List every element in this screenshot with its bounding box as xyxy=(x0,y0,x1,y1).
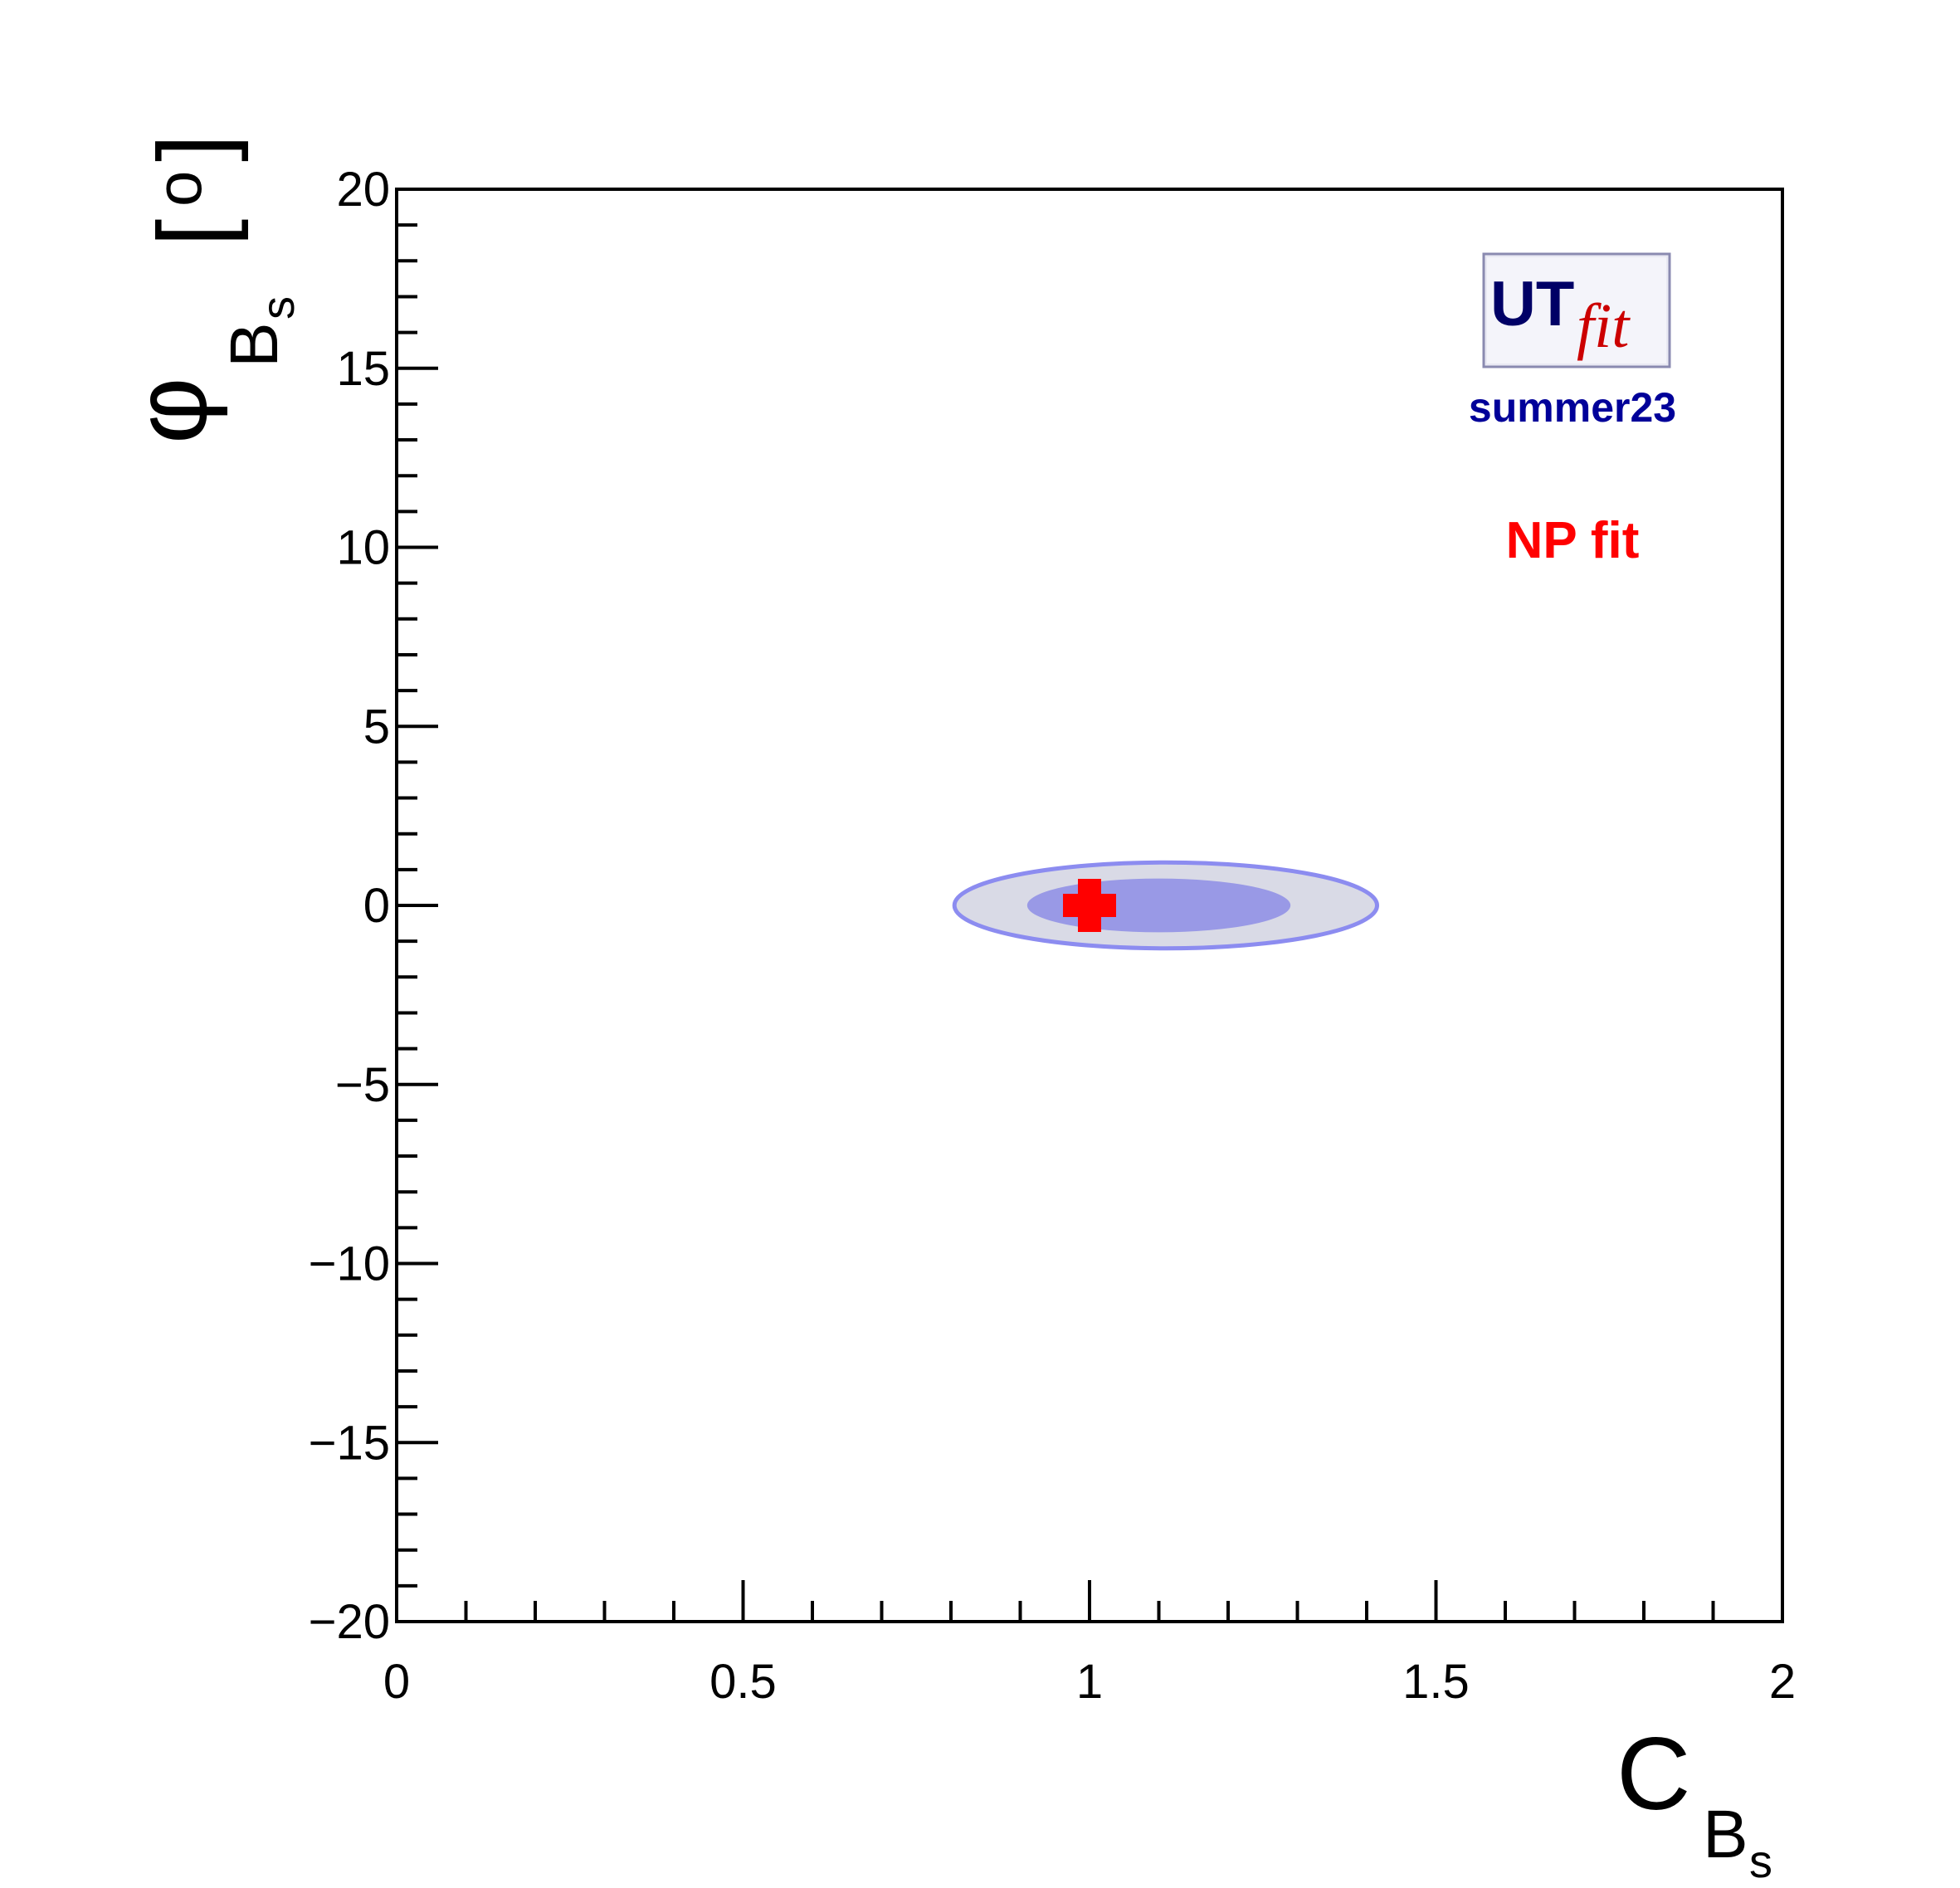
y-axis-title-bracket-open: [ xyxy=(138,219,249,246)
y-axis-title-bracket-close: ] xyxy=(138,134,249,162)
y-axis-title-sub: B xyxy=(217,322,292,368)
y-tick-label: 0 xyxy=(363,879,390,933)
x-axis-title: C B s xyxy=(1616,1717,1772,1887)
x-axis-ticks xyxy=(395,1580,1784,1622)
y-tick-label: −10 xyxy=(309,1237,390,1291)
x-tick-label: 0.5 xyxy=(709,1655,777,1709)
logo-ut-text: UT xyxy=(1490,269,1574,339)
y-tick-label: 15 xyxy=(336,342,390,396)
y-axis-ticks xyxy=(397,188,438,1623)
y-axis-title: φ B s [ o ] xyxy=(114,134,304,444)
confidence-regions xyxy=(952,860,1380,951)
x-tick-label: 0 xyxy=(383,1655,410,1709)
y-axis-title-main: φ xyxy=(114,378,228,444)
x-tick-label: 1.5 xyxy=(1402,1655,1470,1709)
x-tick-label: 1 xyxy=(1076,1655,1103,1709)
x-tick-label: 2 xyxy=(1769,1655,1796,1709)
x-axis-title-subsub: s xyxy=(1749,1835,1772,1887)
y-tick-label: −15 xyxy=(309,1416,390,1470)
x-axis-title-sub: B xyxy=(1703,1797,1748,1872)
x-axis-title-main: C xyxy=(1616,1717,1691,1832)
y-axis-tick-labels: −20 −15 −10 −5 0 5 10 15 20 xyxy=(309,163,390,1649)
y-tick-label: −5 xyxy=(335,1058,390,1112)
y-tick-label: −20 xyxy=(309,1595,390,1649)
y-axis-title-subsub: s xyxy=(251,296,304,320)
logo-fit-text: fit xyxy=(1577,291,1631,361)
x-axis-tick-labels: 0 0.5 1 1.5 2 xyxy=(383,1655,1796,1709)
utfit-logo: UT fit xyxy=(1482,252,1671,368)
y-tick-label: 20 xyxy=(336,163,390,217)
y-axis-title-unit: o xyxy=(142,171,215,207)
y-tick-label: 10 xyxy=(336,521,390,575)
version-label: summer23 xyxy=(1469,384,1676,431)
fit-type-label: NP fit xyxy=(1506,512,1640,569)
sm-point-marker xyxy=(1063,879,1116,932)
marker-vertical-bar xyxy=(1078,879,1101,932)
y-tick-label: 5 xyxy=(363,700,390,754)
